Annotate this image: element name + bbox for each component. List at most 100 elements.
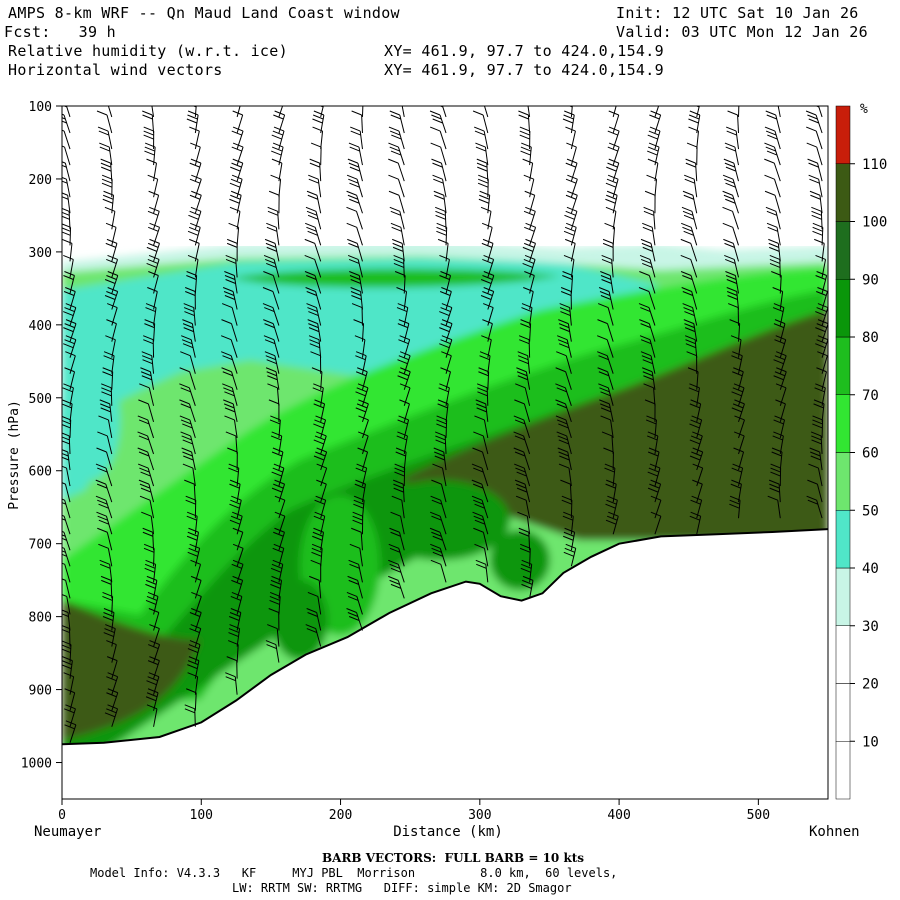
wind-barb-feather bbox=[149, 222, 160, 228]
wind-barb-feather bbox=[191, 190, 202, 196]
y-axis-label: Pressure (hPa) bbox=[7, 400, 22, 510]
wind-barb-feather bbox=[64, 724, 75, 730]
wind-barb-feather bbox=[731, 355, 742, 361]
wind-barb-feather bbox=[62, 465, 67, 469]
wind-barb-feather bbox=[479, 190, 490, 196]
colorbar-level-label: 60 bbox=[862, 446, 879, 462]
wind-barb-feather bbox=[188, 644, 200, 650]
wind-barb-feather bbox=[351, 303, 363, 309]
wind-barb-shaft bbox=[356, 612, 363, 631]
wind-barb-feather bbox=[599, 387, 610, 393]
wind-barb-shaft bbox=[189, 371, 196, 390]
wind-barb-shaft bbox=[439, 548, 447, 567]
wind-barb-shaft bbox=[236, 532, 244, 551]
init-time: Init: 12 UTC Sat 10 Jan 26 bbox=[616, 4, 859, 22]
wind-barb-feather bbox=[190, 624, 201, 630]
wind-barb-feather bbox=[725, 182, 736, 188]
wind-barb-feather bbox=[559, 307, 571, 313]
wind-barb-feather bbox=[228, 463, 239, 469]
wind-barb-feather bbox=[182, 439, 193, 445]
wind-barb-feather bbox=[440, 323, 451, 329]
wind-barb-feather bbox=[556, 419, 568, 425]
wind-barb-feather bbox=[474, 415, 485, 421]
wind-barb-shaft bbox=[361, 371, 368, 390]
wind-barb-feather bbox=[272, 547, 283, 553]
wind-barb-feather bbox=[814, 387, 825, 393]
wind-barb-feather bbox=[266, 644, 277, 650]
wind-barb-feather bbox=[638, 303, 650, 309]
wind-barb-feather bbox=[514, 435, 526, 441]
wind-barb-feather bbox=[729, 495, 741, 501]
wind-barb-shaft bbox=[153, 660, 160, 679]
wind-barb-feather bbox=[222, 371, 233, 377]
wind-barb-feather bbox=[137, 447, 148, 453]
wind-barb-shaft bbox=[319, 163, 322, 182]
wind-barb-feather bbox=[62, 211, 70, 216]
wind-barb-feather bbox=[397, 375, 408, 381]
wind-barb-shaft bbox=[194, 146, 201, 166]
wind-barb-shaft bbox=[316, 307, 322, 326]
wind-barb-feather bbox=[605, 503, 616, 509]
wind-barb-feather bbox=[349, 166, 361, 172]
wind-barb-feather bbox=[272, 130, 284, 136]
wind-barb-feather bbox=[476, 407, 487, 413]
wind-barb-feather bbox=[513, 431, 524, 437]
wind-barb-feather bbox=[182, 423, 193, 429]
wind-barb-shaft bbox=[816, 146, 823, 166]
wind-barb-feather bbox=[232, 527, 244, 533]
wind-barb-feather bbox=[351, 295, 362, 300]
wind-barb-feather bbox=[314, 99, 324, 103]
wind-barb-feather bbox=[643, 206, 654, 212]
y-tick-label: 400 bbox=[29, 319, 52, 334]
wind-barb-feather bbox=[480, 279, 492, 284]
wind-barb-feather bbox=[138, 479, 150, 485]
wind-barb-feather bbox=[772, 307, 784, 313]
wind-barb-feather bbox=[98, 415, 109, 421]
wind-barb-feather bbox=[688, 387, 700, 393]
wind-barb-feather bbox=[100, 162, 112, 168]
wind-barb-feather bbox=[137, 463, 149, 469]
wind-barb-feather bbox=[439, 291, 451, 296]
wind-barb-feather bbox=[482, 258, 493, 264]
wind-barb-feather bbox=[560, 291, 572, 296]
wind-barb-feather bbox=[64, 688, 75, 694]
wind-barb-feather bbox=[522, 158, 533, 164]
wind-barb-feather bbox=[560, 287, 572, 292]
wind-barb-feather bbox=[483, 271, 495, 276]
wind-barb-feather bbox=[62, 613, 69, 617]
wind-barb-shaft bbox=[738, 387, 745, 406]
wind-barb-feather bbox=[64, 271, 75, 276]
wind-barb-shaft bbox=[153, 612, 160, 631]
wind-barb-feather bbox=[62, 238, 73, 244]
wind-barb-feather bbox=[516, 371, 528, 377]
wind-barb-feather bbox=[181, 335, 192, 341]
wind-barb-feather bbox=[313, 423, 324, 429]
wind-barb-shaft bbox=[444, 211, 447, 230]
wind-barb-shaft bbox=[232, 291, 238, 310]
wind-barb-shaft bbox=[570, 195, 578, 214]
wind-barb-shaft bbox=[403, 355, 411, 374]
wind-barb-feather bbox=[430, 543, 441, 549]
wind-barb-feather bbox=[313, 527, 324, 533]
wind-barb-feather bbox=[63, 343, 74, 349]
wind-barb-feather bbox=[100, 575, 112, 581]
wind-barb-shaft bbox=[487, 291, 495, 310]
wind-barb-shaft bbox=[356, 227, 363, 246]
wind-barb-feather bbox=[270, 435, 282, 441]
wind-barb-feather bbox=[602, 242, 614, 248]
wind-barb-feather bbox=[310, 142, 322, 148]
wind-barb-feather bbox=[312, 114, 324, 120]
wind-barb-shaft bbox=[486, 163, 489, 182]
wind-barb-feather bbox=[691, 495, 702, 501]
wind-barb-shaft bbox=[111, 227, 117, 246]
wind-barb-feather bbox=[64, 323, 75, 329]
wind-barb-feather bbox=[647, 431, 659, 437]
wind-barb-feather bbox=[728, 303, 739, 309]
wind-barb-feather bbox=[430, 142, 441, 148]
wind-barb-feather bbox=[806, 142, 817, 148]
wind-barb-shaft bbox=[152, 532, 155, 551]
wind-barb-feather bbox=[140, 487, 152, 493]
wind-barb-feather bbox=[227, 447, 238, 453]
wind-barb-feather bbox=[767, 495, 778, 501]
colorbar-swatch bbox=[835, 741, 851, 800]
